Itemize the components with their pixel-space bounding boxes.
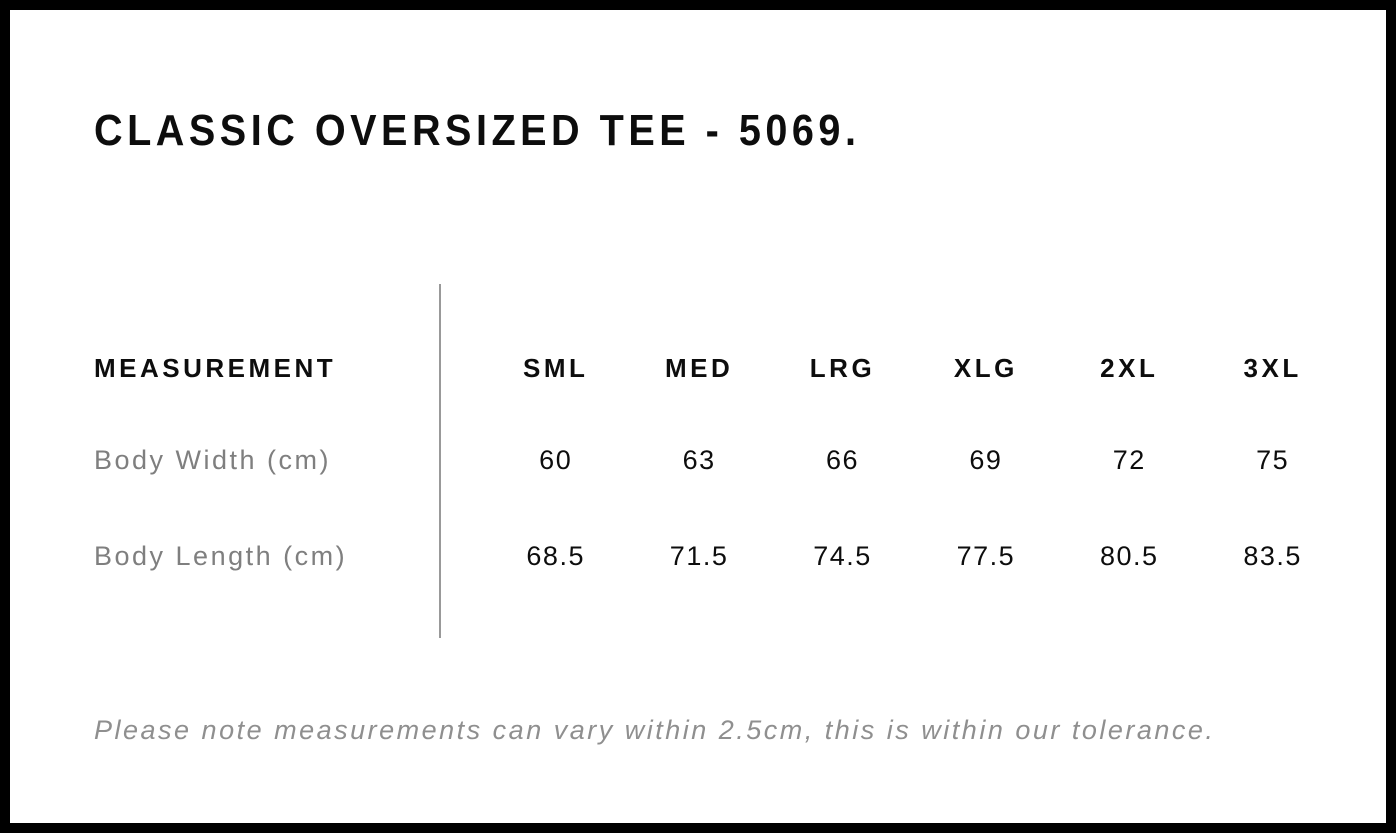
cell-body-width-3xl: 75: [1256, 444, 1290, 475]
cell-body-length-2xl: 80.5: [1099, 540, 1159, 571]
column-header-3xl: 3XL: [1243, 352, 1302, 383]
page-title: CLASSIC OVERSIZED TEE - 5069.: [94, 106, 861, 155]
table-divider: [439, 284, 441, 638]
row-label-body-width: Body Width (cm): [94, 444, 332, 475]
cell-body-length-med: 71.5: [669, 540, 729, 571]
column-header-lrg: LRG: [809, 352, 876, 383]
row-values-body-width: 60 63 66 69 72 75: [484, 445, 1344, 476]
table-header-row: MEASUREMENT SML MED LRG XLG 2XL 3XL: [10, 348, 1386, 388]
tolerance-note: Please note measurements can vary within…: [94, 715, 1216, 745]
column-header-xlg: XLG: [953, 352, 1018, 383]
cell-body-width-2xl: 72: [1112, 444, 1146, 475]
cell-body-width-sml: 60: [539, 444, 573, 475]
table-row-body-width: Body Width (cm) 60 63 66 69 72 75: [10, 440, 1386, 480]
cell-body-length-xlg: 77.5: [956, 540, 1016, 571]
size-chart-sheet: CLASSIC OVERSIZED TEE - 5069. MEASUREMEN…: [10, 10, 1386, 823]
column-header-2xl: 2XL: [1100, 352, 1159, 383]
cell-body-length-sml: 68.5: [526, 540, 585, 571]
row-label-body-length: Body Length (cm): [94, 540, 348, 571]
column-header-measurement: MEASUREMENT: [94, 352, 337, 383]
cell-body-length-lrg: 74.5: [813, 540, 872, 571]
column-header-med: MED: [664, 352, 734, 383]
cell-body-width-lrg: 66: [825, 444, 859, 475]
cell-body-width-med: 63: [682, 444, 716, 475]
cell-body-width-xlg: 69: [969, 444, 1003, 475]
column-header-sml: SML: [523, 352, 589, 383]
row-values-body-length: 68.5 71.5 74.5 77.5 80.5 83.5: [484, 541, 1344, 572]
size-header-group: SML MED LRG XLG 2XL 3XL: [484, 353, 1344, 384]
cell-body-length-3xl: 83.5: [1243, 540, 1302, 571]
table-row-body-length: Body Length (cm) 68.5 71.5 74.5 77.5 80.…: [10, 536, 1386, 576]
